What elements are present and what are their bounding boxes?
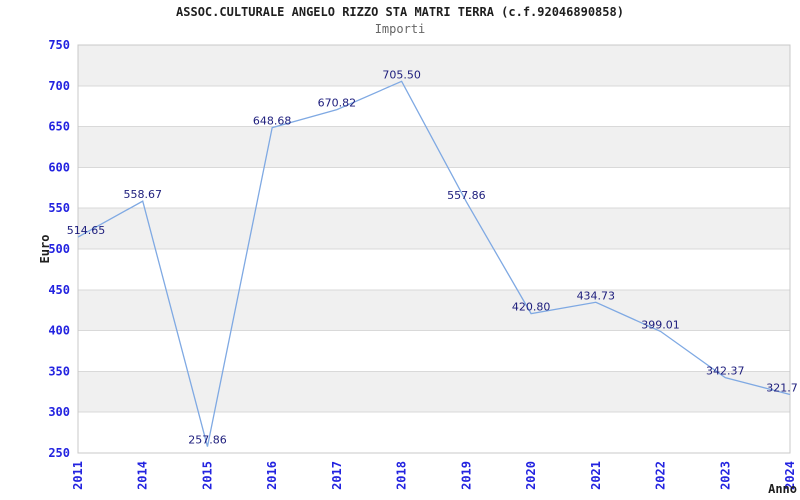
plot-band xyxy=(78,249,790,290)
plot-band xyxy=(78,371,790,413)
plot-band xyxy=(78,412,790,453)
point-value-label: 514.65 xyxy=(67,224,106,237)
point-value-label: 648.68 xyxy=(253,115,292,128)
x-tick-label: 2024 xyxy=(783,461,797,490)
point-value-label: 670.82 xyxy=(318,97,357,110)
x-tick-label: 2021 xyxy=(589,461,603,490)
x-tick-label: 2023 xyxy=(718,461,732,490)
y-tick-label: 500 xyxy=(48,242,70,256)
x-axis-title: Anno xyxy=(768,482,797,496)
x-tick-label: 2014 xyxy=(136,461,150,490)
x-tick-label: 2017 xyxy=(330,461,344,490)
plot-border xyxy=(77,44,791,454)
plot-band xyxy=(78,330,790,372)
point-value-label: 434.73 xyxy=(577,289,616,302)
x-tick-label: 2019 xyxy=(459,461,473,490)
x-tick-label: 2011 xyxy=(71,461,85,490)
data-line xyxy=(77,80,791,447)
point-value-label: 342.37 xyxy=(706,365,745,378)
point-value-label: 420.80 xyxy=(512,301,551,314)
y-tick-label: 650 xyxy=(48,120,70,134)
point-value-label: 257.86 xyxy=(188,434,227,447)
y-tick-label: 400 xyxy=(48,324,70,338)
plot-band xyxy=(78,289,790,331)
y-tick-label: 700 xyxy=(48,79,70,93)
point-value-label: 705.50 xyxy=(382,68,421,81)
y-tick-label: 550 xyxy=(48,201,70,215)
plot-band xyxy=(78,167,790,209)
y-tick-label: 350 xyxy=(48,364,70,378)
y-tick-label: 450 xyxy=(48,283,70,297)
point-value-label: 557.86 xyxy=(447,189,486,202)
chart-title: ASSOC.CULTURALE ANGELO RIZZO STA MATRI T… xyxy=(176,5,624,19)
x-tick-label: 2016 xyxy=(265,461,279,490)
plot-band xyxy=(78,45,790,86)
x-tick-label: 2015 xyxy=(200,461,214,490)
y-tick-label: 300 xyxy=(48,405,70,419)
x-tick-label: 2018 xyxy=(395,461,409,490)
plot-band xyxy=(78,85,790,127)
x-tick-label: 2020 xyxy=(524,461,538,490)
point-value-label: 321.7 xyxy=(766,381,798,394)
point-value-label: 399.01 xyxy=(641,318,680,331)
y-tick-label: 600 xyxy=(48,160,70,174)
y-axis-title: Euro xyxy=(38,235,52,264)
y-tick-label: 750 xyxy=(48,38,70,52)
plot-band xyxy=(78,126,790,168)
point-value-label: 558.67 xyxy=(123,188,162,201)
y-tick-label: 250 xyxy=(48,446,70,460)
x-tick-label: 2022 xyxy=(654,461,668,490)
chart-subtitle: Importi xyxy=(374,22,426,36)
plot-band xyxy=(78,208,790,249)
